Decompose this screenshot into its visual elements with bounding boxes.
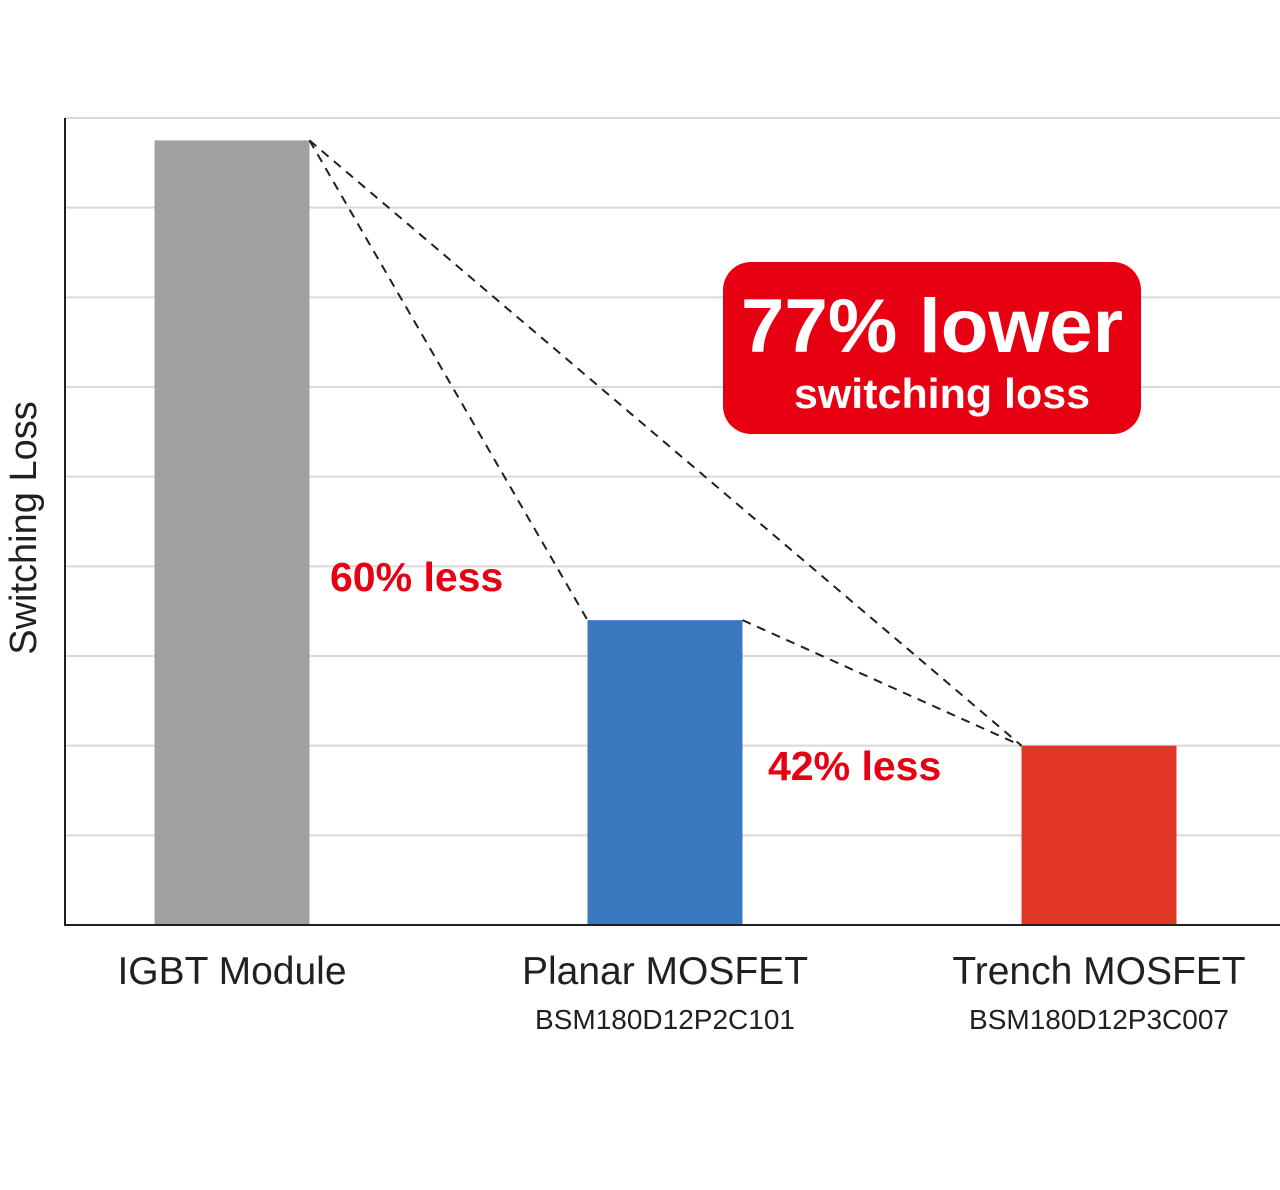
callout-big-text: 77% lower (741, 284, 1123, 369)
bar-trench-mosfet (1021, 745, 1177, 925)
category-label: Trench MOSFET (952, 950, 1245, 993)
connector-planar-trench (742, 619, 1022, 747)
category-label: IGBT Module (117, 950, 346, 993)
y-axis-label: Switching Loss (3, 401, 45, 654)
category-sublabel: BSM180D12P3C007 (969, 1004, 1229, 1035)
annotation-42-less: 42% less (768, 743, 941, 789)
callout-background (723, 262, 1141, 434)
category-sublabel: BSM180D12P2C101 (535, 1004, 795, 1035)
connector-igbt-planar (308, 139, 589, 621)
bars (154, 140, 1177, 925)
axes (64, 118, 1280, 926)
bar-planar-mosfet (587, 620, 743, 925)
dashed-connectors (308, 139, 1023, 747)
category-labels: IGBT Module Planar MOSFET BSM180D12P2C101 T… (117, 950, 1245, 1035)
category-label: Planar MOSFET (522, 950, 808, 993)
callout-small-text: switching loss (794, 370, 1090, 417)
callout-box: 77% lower switching loss (723, 262, 1141, 434)
connector-igbt-trench (308, 139, 1023, 747)
annotation-60-less: 60% less (330, 554, 503, 600)
bar-igbt-module (154, 140, 310, 925)
